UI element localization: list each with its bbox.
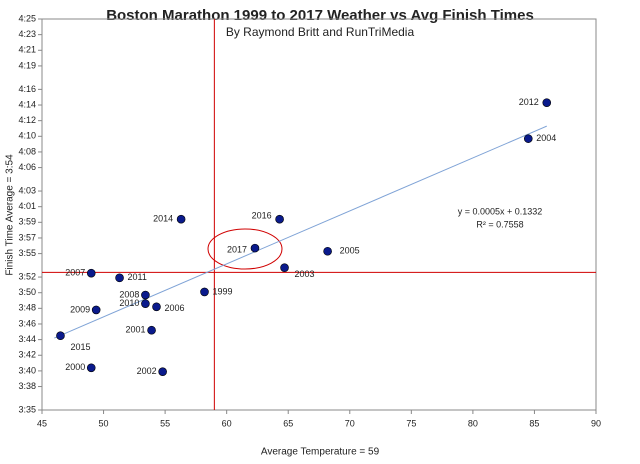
chart-subtitle: By Raymond Britt and RunTriMedia	[226, 25, 415, 39]
point-label: 2003	[295, 269, 315, 279]
x-tick-label: 85	[529, 418, 539, 428]
y-tick-label: 3:35	[18, 404, 36, 414]
point	[56, 331, 65, 341]
point-label: 1999	[213, 286, 233, 296]
y-tick-label: 4:21	[18, 45, 36, 55]
y-tick-label: 3:42	[18, 350, 36, 360]
point	[250, 243, 260, 253]
y-tick-label: 4:08	[18, 146, 36, 156]
point-label: 2005	[340, 246, 360, 256]
y-tick-label: 3:48	[18, 303, 36, 313]
y-tick-label: 4:19	[18, 60, 36, 70]
x-tick-label: 90	[591, 418, 601, 428]
x-tick-label: 55	[160, 418, 170, 428]
x-tick-label: 70	[345, 418, 355, 428]
point-label: 2001	[126, 325, 146, 335]
point-label: 2015	[70, 342, 90, 352]
highlight-ellipse	[207, 228, 283, 270]
point-label: 2014	[153, 214, 173, 224]
x-tick-label: 65	[283, 418, 293, 428]
y-tick-label: 4:10	[18, 131, 36, 141]
plot-frame	[41, 18, 597, 411]
point	[158, 367, 167, 376]
point	[200, 287, 209, 297]
y-tick-label: 3:59	[18, 217, 36, 227]
equation: y = 0.0005x + 0.1332	[458, 206, 543, 216]
y-tick-label: 3:55	[18, 248, 36, 258]
y-tick-label: 3:46	[18, 318, 36, 328]
point	[275, 214, 284, 224]
x-axis-title: Average Temperature = 59	[261, 447, 380, 458]
point	[147, 325, 156, 335]
point-label: 2012	[519, 97, 539, 107]
point-label: 2017	[227, 245, 247, 255]
point-label: 2000	[65, 362, 85, 372]
x-tick-label: 60	[222, 418, 232, 428]
y-tick-label: 3:44	[18, 334, 36, 344]
point-label: 2009	[70, 304, 90, 314]
x-tick-label: 75	[406, 418, 416, 428]
y-tick-label: 4:25	[18, 13, 36, 23]
point-label: 2007	[65, 268, 85, 278]
y-tick-label: 4:03	[18, 185, 36, 195]
point-label: 2016	[252, 211, 272, 221]
point	[152, 302, 161, 312]
point	[523, 134, 533, 143]
point	[323, 246, 332, 256]
y-tick-label: 3:40	[18, 365, 36, 375]
y-tick-label: 4:16	[18, 84, 36, 94]
point	[115, 273, 124, 283]
point	[141, 290, 150, 300]
y-tick-label: 4:12	[18, 115, 36, 125]
r-squared: R² = 0.7558	[476, 219, 523, 229]
point-label: 2008	[119, 289, 139, 299]
point-label: 2002	[137, 366, 157, 376]
point	[176, 214, 186, 224]
x-tick-label: 50	[99, 418, 109, 428]
point	[91, 305, 101, 315]
point-label: 2006	[164, 303, 184, 313]
point	[86, 363, 96, 373]
x-tick-label: 45	[37, 418, 47, 428]
y-tick-label: 4:06	[18, 162, 36, 172]
y-tick-label: 4:23	[18, 29, 36, 39]
x-tick-label: 80	[468, 418, 478, 428]
y-tick-label: 4:14	[18, 99, 36, 109]
point	[280, 263, 289, 272]
point	[86, 268, 96, 278]
y-tick-label: 3:52	[18, 271, 36, 281]
y-tick-label: 4:01	[18, 201, 36, 211]
y-tick-label: 3:50	[18, 287, 36, 297]
chart-title: Boston Marathon 1999 to 2017 Weather vs …	[106, 7, 534, 24]
point	[141, 299, 150, 308]
point-label: 2011	[128, 272, 147, 282]
point-label: 2010	[119, 298, 139, 308]
trendline	[54, 125, 547, 339]
point	[542, 98, 552, 107]
y-tick-label: 3:57	[18, 232, 36, 242]
point-label: 2004	[536, 133, 556, 143]
y-tick-label: 3:38	[18, 381, 36, 391]
y-axis-title: Finish Time Average = 3:54	[5, 154, 16, 276]
